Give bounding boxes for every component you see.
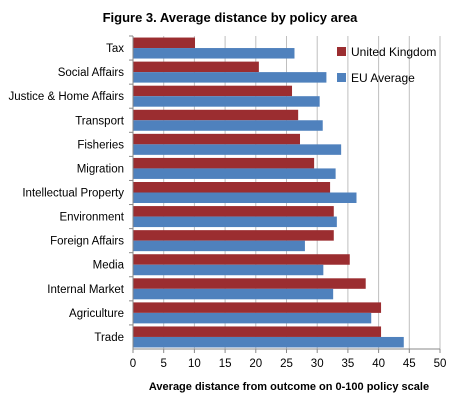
legend: United Kingdom EU Average (337, 45, 436, 85)
x-tick-label: 35 (342, 358, 355, 370)
x-tick-label: 45 (403, 358, 416, 370)
bar-eu-11 (133, 312, 372, 324)
category-label: Fisheries (77, 139, 124, 151)
category-label: Media (93, 260, 125, 272)
legend-label-uk: United Kingdom (351, 45, 436, 59)
bar-uk-1 (133, 61, 259, 73)
bar-eu-1 (133, 72, 327, 83)
legend-label-eu: EU Average (351, 71, 415, 85)
category-label: Social Affairs (58, 67, 125, 79)
x-tick-label: 25 (280, 358, 293, 370)
bar-uk-9 (133, 254, 350, 265)
x-axis-ticks: 0 5 10 15 20 25 30 35 40 45 50 (130, 349, 447, 370)
bar-uk-2 (133, 85, 293, 97)
x-tick-label: 30 (311, 358, 324, 370)
bar-uk-11 (133, 302, 382, 313)
category-label: Justice & Home Affairs (9, 91, 125, 103)
bar-uk-0 (133, 37, 196, 49)
category-label: Trade (94, 332, 124, 344)
bar-eu-6 (133, 192, 357, 203)
bar-eu-5 (133, 168, 336, 179)
bar-eu-7 (133, 216, 337, 228)
bar-eu-4 (133, 144, 342, 155)
x-tick-label: 5 (160, 358, 166, 370)
bar-uk-10 (133, 278, 366, 289)
category-label: Intellectual Property (22, 188, 124, 200)
x-tick-label: 10 (188, 358, 201, 370)
bar-uk-7 (133, 206, 334, 217)
chart-title: Figure 3. Average distance by policy are… (103, 10, 359, 25)
bar-eu-9 (133, 264, 324, 276)
bar-eu-0 (133, 48, 295, 59)
bar-eu-12 (133, 336, 404, 348)
bar-eu-2 (133, 96, 320, 107)
bar-uk-3 (133, 109, 299, 121)
category-label: Foreign Affairs (50, 236, 124, 248)
x-tick-label: 50 (434, 358, 447, 370)
category-label: Internal Market (47, 284, 125, 296)
x-tick-label: 0 (130, 358, 136, 370)
category-label: Agriculture (69, 308, 124, 320)
category-label: Tax (106, 43, 124, 55)
bar-eu-3 (133, 120, 323, 131)
category-label: Environment (59, 212, 124, 224)
bar-uk-12 (133, 326, 382, 337)
bar-uk-8 (133, 230, 334, 241)
x-tick-label: 20 (249, 358, 262, 370)
bar-uk-6 (133, 182, 331, 193)
category-label: Migration (77, 163, 124, 175)
bars (133, 37, 404, 348)
category-label: Transport (75, 115, 125, 127)
legend-swatch-uk (337, 47, 346, 56)
legend-swatch-eu (337, 73, 346, 82)
x-tick-label: 15 (219, 358, 232, 370)
bar-uk-4 (133, 133, 301, 145)
x-axis-title: Average distance from outcome on 0-100 p… (149, 381, 429, 393)
x-tick-label: 40 (372, 358, 385, 370)
bar-eu-10 (133, 288, 334, 300)
bar-eu-8 (133, 240, 305, 252)
category-labels: Tax Social Affairs Justice & Home Affairs T… (9, 35, 133, 344)
bar-uk-5 (133, 157, 315, 169)
